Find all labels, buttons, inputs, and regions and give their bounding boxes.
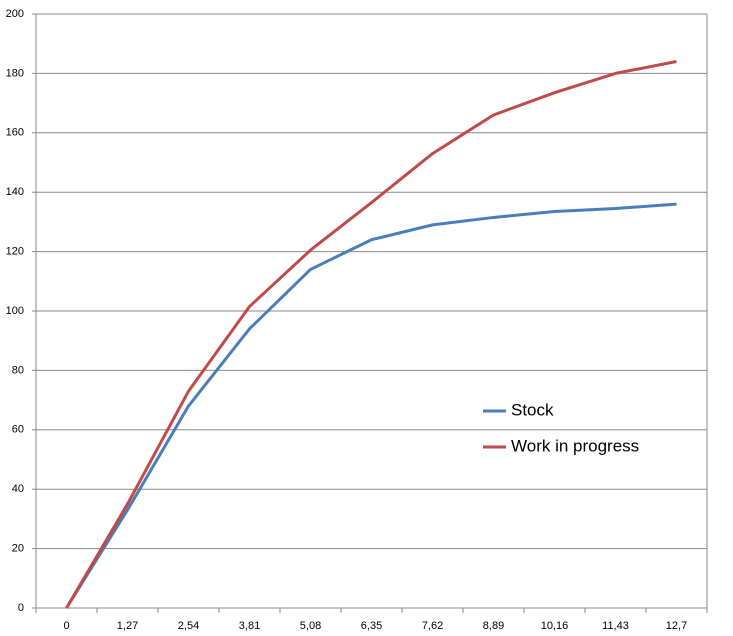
y-tick-label: 80 [12, 364, 24, 376]
x-tick-label: 12,7 [666, 620, 687, 632]
y-tick-label: 140 [6, 186, 24, 198]
x-tick-label: 2,54 [178, 620, 199, 632]
legend-label: Stock [511, 400, 554, 419]
x-tick-label: 0 [63, 620, 69, 632]
y-tick-label: 60 [12, 424, 24, 436]
series-line [65, 60, 677, 609]
series-line [65, 202, 677, 609]
y-tick-label: 200 [6, 8, 24, 20]
y-tick-label: 100 [6, 305, 24, 317]
legend-label: Work in progress [511, 436, 639, 455]
x-tick-label: 7,62 [422, 620, 443, 632]
x-tick-label: 1,27 [117, 620, 138, 632]
x-tick-label: 6,35 [361, 620, 382, 632]
x-tick-label: 11,43 [602, 620, 629, 632]
y-tick-label: 180 [6, 67, 24, 79]
x-tick-label: 3,81 [239, 620, 260, 632]
y-tick-label: 120 [6, 246, 24, 258]
y-tick-label: 20 [12, 543, 24, 555]
y-tick-label: 0 [18, 602, 24, 614]
x-tick-label: 8,89 [483, 620, 504, 632]
y-tick-label: 160 [6, 127, 24, 139]
x-tick-label: 10,16 [541, 620, 569, 632]
y-tick-label: 40 [12, 483, 24, 495]
x-tick-label: 5,08 [300, 620, 321, 632]
